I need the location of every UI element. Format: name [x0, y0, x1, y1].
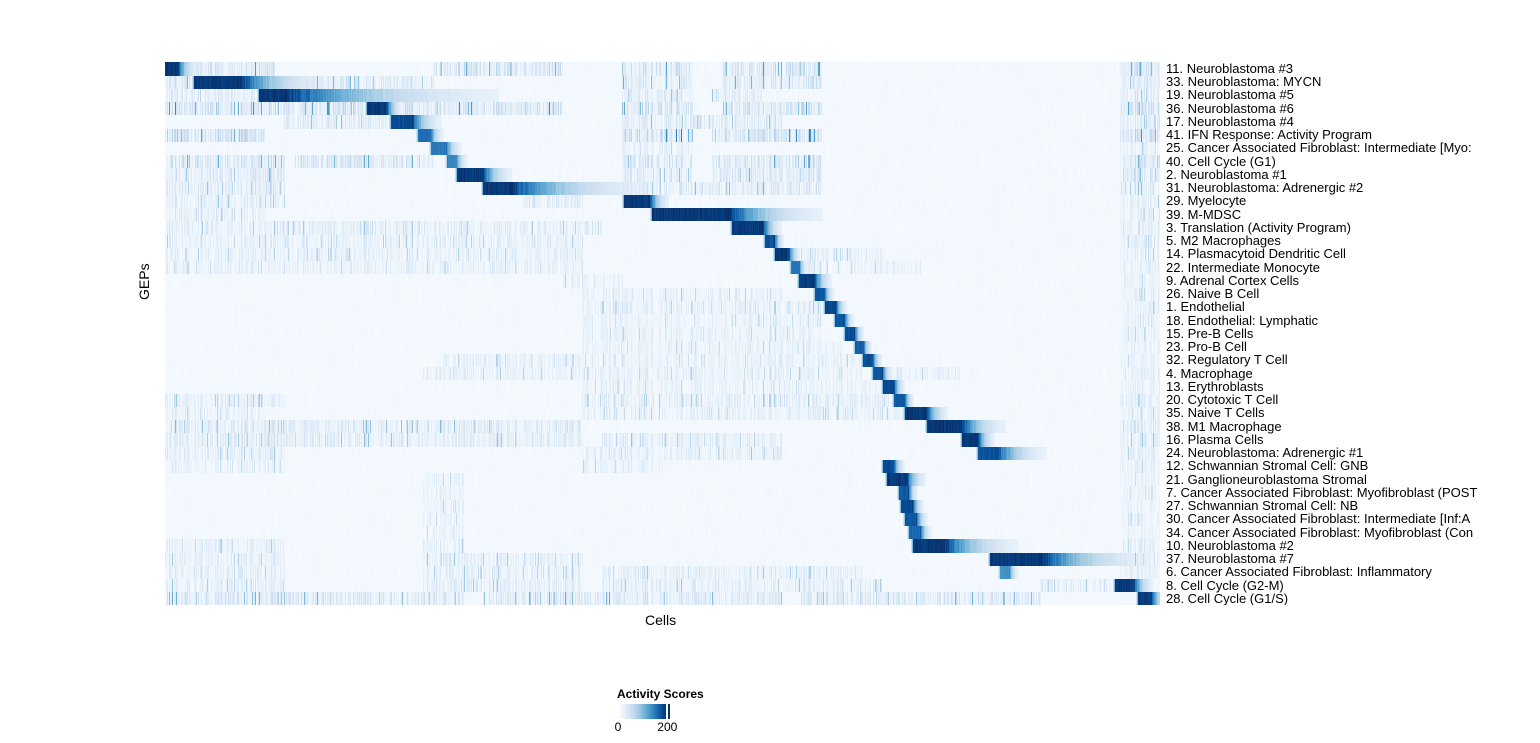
gep-row-label: 3. Translation (Activity Program): [1166, 219, 1351, 235]
gep-row-label: 15. Pre-B Cells: [1166, 325, 1254, 341]
gep-row-label: 14. Plasmacytoid Dendritic Cell: [1166, 246, 1346, 262]
gep-row-label: 19. Neuroblastoma #5: [1166, 87, 1294, 103]
gep-row-label: 23. Pro-B Cell: [1166, 339, 1247, 355]
gep-row-label: 16. Plasma Cells: [1166, 431, 1264, 447]
gep-row-label: 37. Neuroblastoma #7: [1166, 551, 1294, 567]
gep-row-label: 2. Neuroblastoma #1: [1166, 166, 1287, 182]
gep-row-label: 35. Naive T Cells: [1166, 405, 1265, 421]
colorbar-title: Activity Scores: [617, 687, 704, 701]
gep-row-label: 34. Cancer Associated Fibroblast: Myofib…: [1166, 524, 1474, 540]
gep-row-label: 25. Cancer Associated Fibroblast: Interm…: [1166, 140, 1472, 156]
gep-row-label: 13. Erythroblasts: [1166, 378, 1264, 394]
gep-row-label: 40. Cell Cycle (G1): [1166, 153, 1276, 169]
heatmap-canvas: [165, 62, 1160, 605]
gep-row-label: 5. M2 Macrophages: [1166, 233, 1281, 249]
gep-row-labels: 11. Neuroblastoma #3 33. Neuroblastoma: M…: [1166, 62, 1540, 605]
gep-row-label: 32. Regulatory T Cell: [1166, 352, 1288, 368]
gep-row-label: 12. Schwannian Stromal Cell: GNB: [1166, 458, 1369, 474]
gep-row-label: 28. Cell Cycle (G1/S): [1166, 590, 1289, 605]
gep-row-label: 22. Intermediate Monocyte: [1166, 259, 1320, 275]
gep-row-label: 11. Neuroblastoma #3: [1166, 62, 1293, 76]
heatmap-plot-area: [165, 62, 1160, 605]
gep-row-label: 36. Neuroblastoma #6: [1166, 100, 1294, 116]
x-axis-label: Cells: [645, 612, 677, 628]
colorbar-tick: [617, 704, 619, 719]
gep-row-label: 8. Cell Cycle (G2-M): [1166, 577, 1284, 593]
gep-row-label: 41. IFN Response: Activity Program: [1166, 127, 1372, 143]
colorbar-tick: [666, 704, 668, 719]
gep-row-label: 20. Cytotoxic T Cell: [1166, 392, 1279, 408]
gep-row-label: 33. Neuroblastoma: MYCN: [1166, 74, 1322, 90]
gep-row-label: 21. Ganglioneuroblastoma Stromal: [1166, 471, 1367, 487]
colorbar-tick-label: 0: [614, 720, 622, 734]
gep-row-label: 9. Adrenal Cortex Cells: [1166, 272, 1299, 288]
gep-row-label: 6. Cancer Associated Fibroblast: Inflamm…: [1166, 564, 1432, 580]
gep-row-label: 17. Neuroblastoma #4: [1166, 113, 1294, 129]
gep-row-label: 39. M-MDSC: [1166, 206, 1242, 222]
gep-row-label: 7. Cancer Associated Fibroblast: Myofibr…: [1166, 484, 1478, 500]
gep-row-label: 1. Endothelial: [1166, 299, 1245, 315]
gep-row-label: 26. Naive B Cell: [1166, 286, 1260, 302]
gep-row-label: 27. Schwannian Stromal Cell: NB: [1166, 498, 1359, 514]
gep-row-label: 18. Endothelial: Lymphatic: [1166, 312, 1319, 328]
gep-row-label: 30. Cancer Associated Fibroblast: Interm…: [1166, 511, 1471, 527]
y-axis-label: GEPs: [136, 263, 152, 300]
colorbar-tick-label: 200: [657, 720, 678, 734]
gep-row-label: 24. Neuroblastoma: Adrenergic #1: [1166, 445, 1364, 461]
colorbar-gradient: [617, 704, 670, 719]
gep-row-label: 10. Neuroblastoma #2: [1166, 537, 1294, 553]
gep-row-label: 4. Macrophage: [1166, 365, 1253, 381]
gep-row-label: 29. Myelocyte: [1166, 193, 1247, 209]
gep-row-label: 31. Neuroblastoma: Adrenergic #2: [1166, 180, 1364, 196]
gep-row-label: 38. M1 Macrophage: [1166, 418, 1282, 434]
